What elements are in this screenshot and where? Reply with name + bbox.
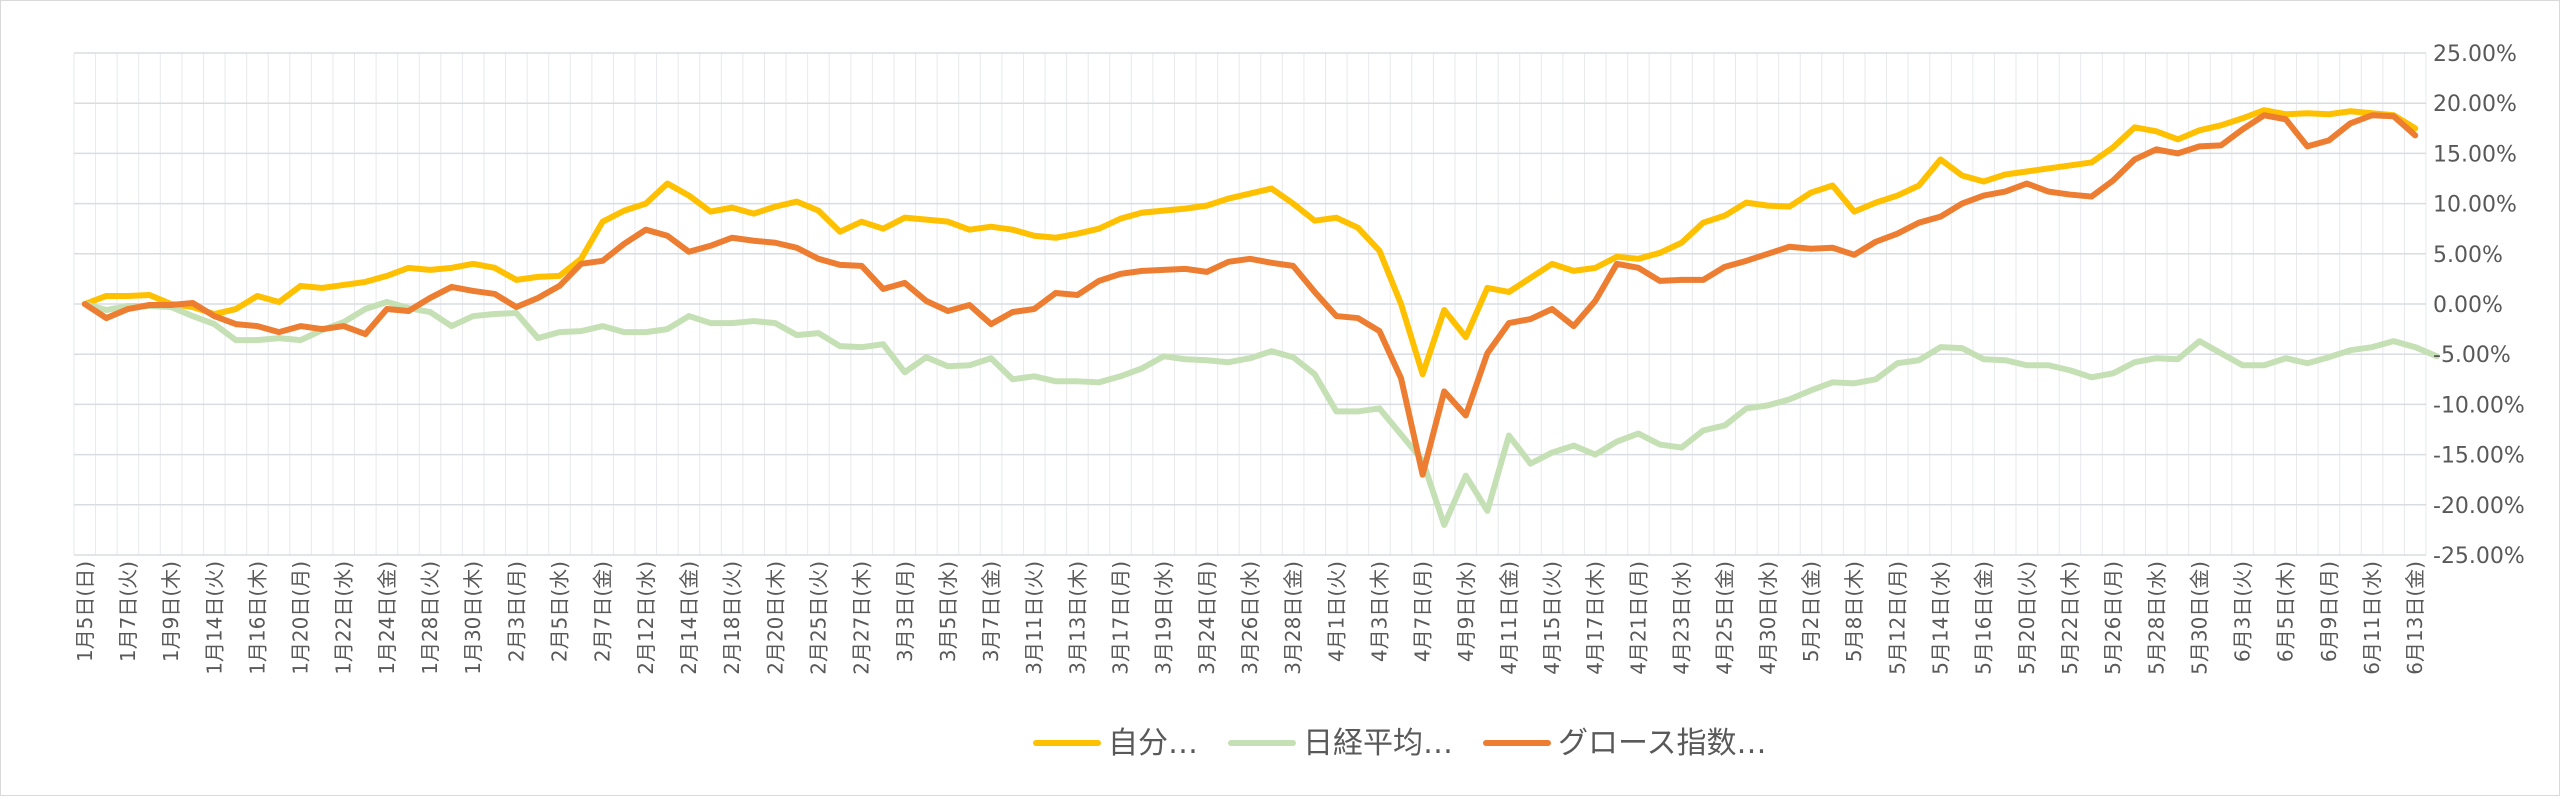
y-tick-label: 5.00% (2433, 243, 2503, 268)
x-tick-label: 2月14日(金) (677, 561, 701, 675)
x-tick-label: 4月9日(水) (1454, 561, 1478, 662)
x-tick-label: 2月20日(木) (763, 561, 787, 675)
x-tick-label: 1月5日(日) (73, 561, 97, 662)
x-tick-label: 1月30日(木) (461, 561, 485, 675)
x-tick-label: 2月3日(月) (504, 561, 528, 662)
x-tick-label: 3月5日(水) (936, 561, 960, 662)
y-tick-label: 15.00% (2433, 142, 2517, 167)
x-tick-label: 5月30日(金) (2187, 561, 2211, 675)
series-line-3 (81, 112, 2419, 478)
legend: 自分… 日経平均… グロース指数… (1033, 726, 1767, 761)
x-tick-label: 1月9日(木) (159, 561, 183, 662)
x-tick-label: 4月1日(火) (1324, 561, 1348, 662)
x-tick-label: 1月7日(火) (116, 561, 140, 662)
x-tick-label: 2月5日(水) (548, 561, 572, 662)
x-tick-label: 4月7日(月) (1411, 561, 1435, 662)
y-tick-label: 20.00% (2433, 92, 2517, 117)
x-tick-label: 6月3日(火) (2231, 561, 2255, 662)
y-tick-label: 25.00% (2433, 42, 2517, 67)
x-tick-label: 3月3日(月) (893, 561, 917, 662)
x-tick-label: 4月11日(金) (1497, 561, 1521, 675)
y-axis-ticks: 25.00% 20.00% 15.00% 10.00% 5.00% 0.00% -5.00%… (2433, 42, 2525, 569)
legend-label: 日経平均… (1303, 726, 1453, 761)
x-tick-label: 2月25日(火) (806, 561, 830, 675)
x-tick-label: 1月20日(月) (289, 561, 313, 675)
legend-label: グロース指数… (1558, 726, 1767, 761)
x-tick-label: 5月22日(木) (2058, 561, 2082, 675)
y-tick-label: -5.00% (2433, 343, 2511, 368)
x-tick-label: 5月2日(金) (1799, 561, 1823, 662)
grid (73, 52, 2427, 556)
y-tick-label: -25.00% (2433, 544, 2525, 569)
x-tick-label: 5月16日(金) (1972, 561, 1996, 675)
x-tick-label: 5月28日(水) (2144, 561, 2168, 675)
x-tick-label: 5月8日(木) (1842, 561, 1866, 662)
x-tick-label: 4月3日(木) (1367, 561, 1391, 662)
x-tick-label: 4月15日(火) (1540, 561, 1564, 675)
x-tick-label: 1月16日(木) (245, 561, 269, 675)
series-lines (81, 107, 2440, 528)
x-tick-label: 3月28日(金) (1281, 561, 1305, 675)
x-tick-label: 4月21日(月) (1626, 561, 1650, 675)
x-tick-label: 6月9日(月) (2317, 561, 2341, 662)
x-tick-label: 3月19日(水) (1152, 561, 1176, 675)
y-tick-label: -10.00% (2433, 393, 2525, 418)
legend-label: 自分… (1108, 726, 1198, 761)
x-tick-label: 3月13日(木) (1065, 561, 1089, 675)
x-tick-label: 1月22日(水) (332, 561, 356, 675)
x-tick-label: 4月23日(水) (1670, 561, 1694, 675)
x-tick-label: 2月7日(金) (591, 561, 615, 662)
x-tick-label: 4月25日(金) (1713, 561, 1737, 675)
x-tick-label: 5月12日(月) (1885, 561, 1909, 675)
y-tick-label: -20.00% (2433, 494, 2525, 519)
x-tick-label: 5月20日(火) (2015, 561, 2039, 675)
x-tick-label: 6月13日(金) (2403, 561, 2427, 675)
x-tick-label: 3月24日(月) (1195, 561, 1219, 675)
x-tick-label: 5月14日(水) (1928, 561, 1952, 675)
x-tick-label: 2月18日(火) (720, 561, 744, 675)
y-tick-label: 10.00% (2433, 193, 2517, 218)
x-tick-label: 5月26日(月) (2101, 561, 2125, 675)
series-line-1 (81, 107, 2419, 378)
series-line-2 (81, 298, 2440, 528)
x-tick-label: 2月12日(水) (634, 561, 658, 675)
x-tick-label: 3月11日(火) (1022, 561, 1046, 675)
y-tick-label: 0.00% (2433, 293, 2503, 318)
y-tick-label: -15.00% (2433, 444, 2525, 469)
x-tick-label: 2月27日(木) (850, 561, 874, 675)
x-tick-label: 1月14日(火) (202, 561, 226, 675)
x-axis-ticks: 1月5日(日) 1月7日(火) 1月9日(木) 1月14日(火) 1月16日(木) 1月2… (73, 561, 2427, 675)
x-tick-label: 3月26日(水) (1238, 561, 1262, 675)
x-tick-label: 3月7日(金) (979, 561, 1003, 662)
x-tick-label: 3月17日(月) (1109, 561, 1133, 675)
x-tick-label: 6月11日(水) (2360, 561, 2384, 675)
x-tick-label: 1月28日(火) (418, 561, 442, 675)
x-tick-label: 1月24日(金) (375, 561, 399, 675)
x-tick-label: 6月5日(木) (2274, 561, 2298, 662)
x-tick-label: 4月17日(木) (1583, 561, 1607, 675)
x-tick-label: 4月30日(水) (1756, 561, 1780, 675)
